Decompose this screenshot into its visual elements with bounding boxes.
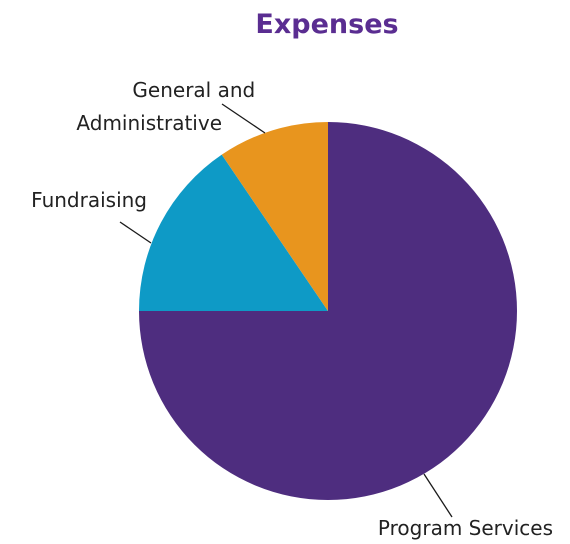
pie-slices	[139, 122, 517, 500]
pie-slice-general-and-administrative	[221, 122, 328, 311]
leader-line-program-services	[423, 473, 453, 518]
leader-lines	[119, 103, 453, 518]
chart-title: Expenses	[255, 9, 398, 40]
label-general-administrative: General and Administrative	[76, 78, 261, 135]
pie-slice-fundraising	[139, 154, 328, 311]
label-general-administrative-line2: Administrative	[76, 111, 222, 135]
slice-labels: General and Administrative Fundraising P…	[31, 78, 553, 540]
label-fundraising: Fundraising	[31, 188, 147, 212]
leader-line-fundraising	[119, 221, 152, 244]
label-program-services: Program Services	[378, 516, 553, 540]
leader-line-general-administrative	[221, 103, 266, 134]
label-general-administrative-line1: General and	[132, 78, 255, 102]
